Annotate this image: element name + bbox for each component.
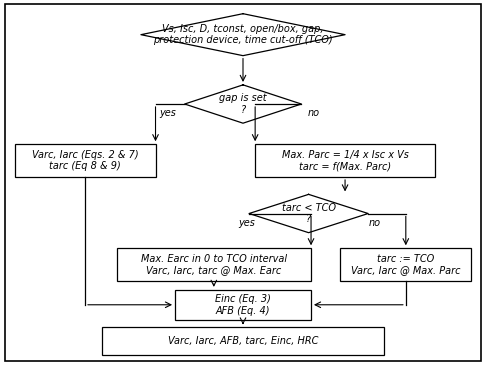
- Text: Einc (Eq. 3)
AFB (Eq. 4): Einc (Eq. 3) AFB (Eq. 4): [215, 294, 271, 316]
- Text: yes: yes: [159, 108, 176, 118]
- Bar: [340, 248, 471, 281]
- Text: Max. Parc = 1/4 x Isc x Vs
tarc = f(Max. Parc): Max. Parc = 1/4 x Isc x Vs tarc = f(Max.…: [281, 150, 409, 172]
- Text: tarc := TCO
Varc, Iarc @ Max. Parc: tarc := TCO Varc, Iarc @ Max. Parc: [351, 254, 461, 276]
- Bar: [117, 248, 311, 281]
- Text: gap is set
?: gap is set ?: [219, 93, 267, 115]
- Text: Vs, Isc, D, tconst, open/box, gap,
protection device, time cut-off (TCO): Vs, Isc, D, tconst, open/box, gap, prote…: [153, 24, 333, 46]
- Text: Max. Earc in 0 to TCO interval
Varc, Iarc, tarc @ Max. Earc: Max. Earc in 0 to TCO interval Varc, Iar…: [141, 254, 287, 276]
- Text: no: no: [368, 218, 380, 228]
- Bar: [102, 327, 384, 355]
- Polygon shape: [249, 194, 368, 233]
- Polygon shape: [141, 14, 345, 56]
- Bar: [15, 144, 156, 177]
- Bar: [255, 144, 435, 177]
- Text: no: no: [308, 108, 319, 118]
- Text: Varc, Iarc, AFB, tarc, Einc, HRC: Varc, Iarc, AFB, tarc, Einc, HRC: [168, 336, 318, 346]
- FancyBboxPatch shape: [5, 4, 481, 361]
- Text: yes: yes: [239, 218, 255, 228]
- Polygon shape: [185, 85, 301, 123]
- Text: tarc < TCO
?: tarc < TCO ?: [281, 203, 336, 224]
- Text: Varc, Iarc (Eqs. 2 & 7)
tarc (Eq 8 & 9): Varc, Iarc (Eqs. 2 & 7) tarc (Eq 8 & 9): [32, 150, 139, 172]
- Bar: [175, 290, 311, 320]
